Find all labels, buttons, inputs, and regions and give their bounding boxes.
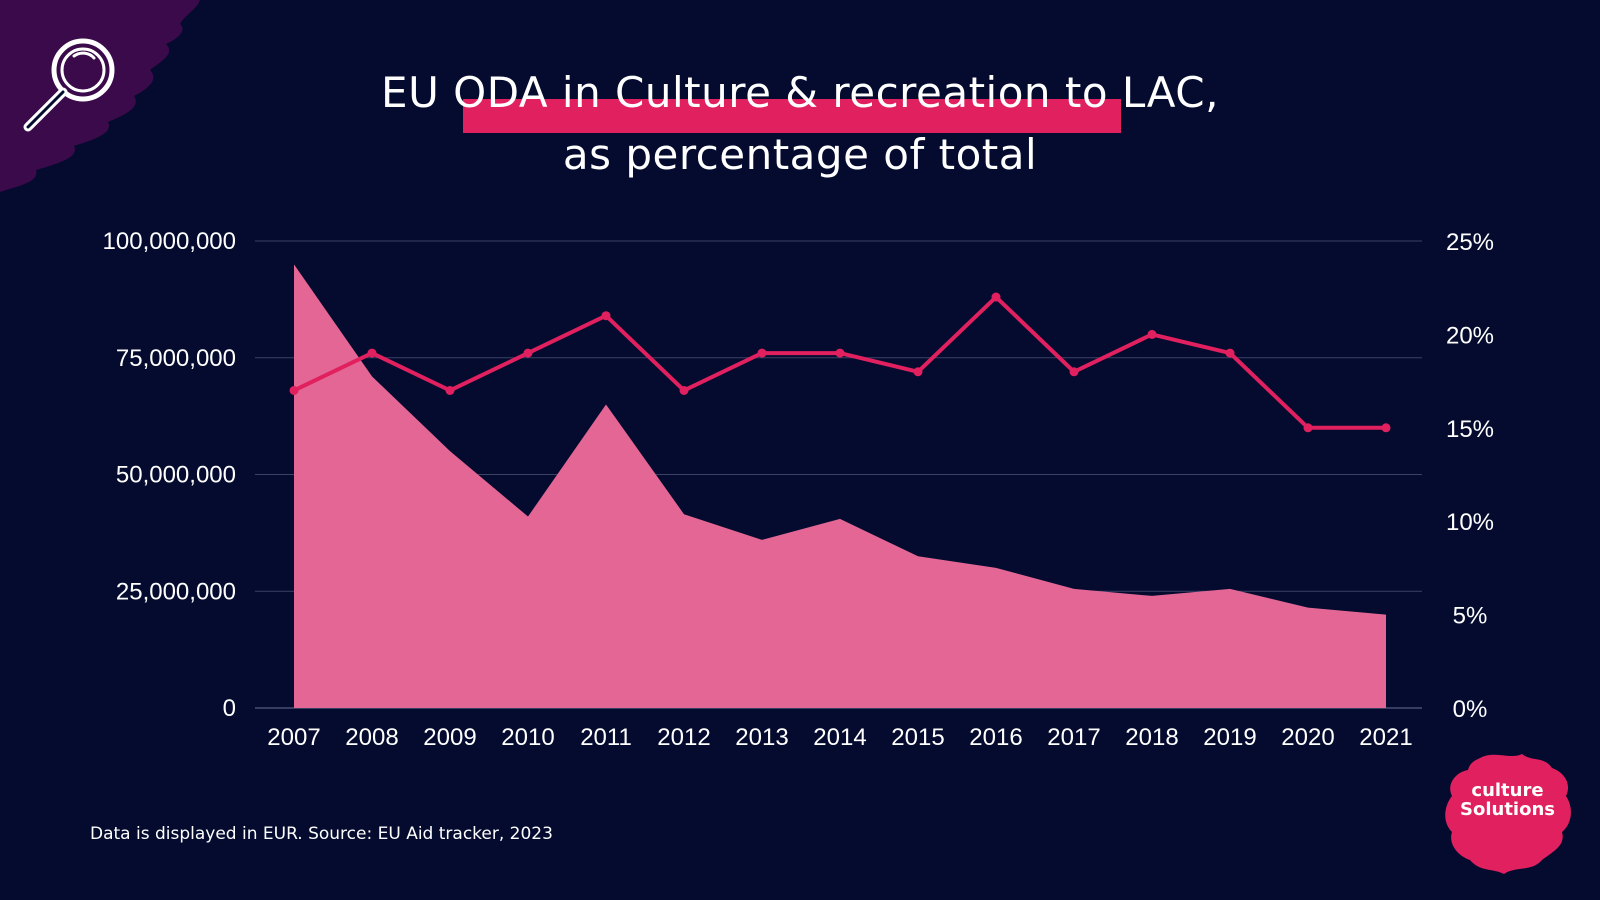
logo-text-line-1: culture	[1471, 780, 1544, 801]
line-point	[991, 292, 1001, 302]
x-axis-tick-label: 2013	[735, 724, 788, 751]
line-point	[913, 367, 923, 377]
line-point	[1069, 367, 1079, 377]
source-footnote: Data is displayed in EUR. Source: EU Aid…	[90, 824, 553, 844]
line-point	[601, 311, 611, 321]
x-axis-tick-label: 2011	[580, 724, 632, 751]
line-point	[1303, 423, 1313, 433]
line-point	[1225, 348, 1235, 358]
right-axis-tick-label: 5%	[1453, 603, 1488, 630]
area-series-fill	[294, 264, 1386, 708]
line-point	[1147, 329, 1157, 339]
x-axis-ticks: 2007 2008 2009 2010 2011 2012 2013 2014 2015 2016…	[267, 724, 1412, 751]
title-highlight-bar	[463, 99, 1121, 133]
right-axis-ticks: 0% 5% 10% 15% 20% 25%	[1446, 229, 1494, 723]
line-point	[835, 348, 845, 358]
left-axis-ticks: 0 25,000,000 50,000,000 75,000,000 100,000,0…	[103, 228, 236, 722]
chart-title-line-2: as percentage of total	[562, 130, 1038, 179]
line-points-layer	[289, 292, 1391, 433]
x-axis-tick-label: 2012	[657, 724, 710, 751]
x-axis-tick-label: 2021	[1359, 724, 1412, 751]
line-series-path	[293, 295, 1386, 430]
x-axis-tick-label: 2019	[1203, 724, 1256, 751]
line-point	[1381, 423, 1391, 433]
line-point	[757, 348, 767, 358]
right-axis-tick-label: 10%	[1446, 509, 1494, 536]
x-axis-tick-label: 2017	[1047, 724, 1100, 751]
line-point	[679, 385, 689, 395]
x-axis-tick-label: 2020	[1281, 724, 1334, 751]
x-axis-tick-label: 2014	[813, 724, 866, 751]
right-axis-tick-label: 0%	[1453, 696, 1488, 723]
chart-title: EU ODA in Culture & recreation to LAC, a…	[0, 62, 1600, 186]
left-axis-tick-label: 50,000,000	[116, 462, 236, 489]
right-axis-tick-label: 20%	[1446, 322, 1494, 349]
x-axis-tick-label: 2018	[1125, 724, 1178, 751]
right-axis-tick-label: 25%	[1446, 229, 1494, 256]
left-axis-tick-label: 100,000,000	[103, 228, 236, 255]
left-axis-tick-label: 0	[223, 695, 236, 722]
x-axis-tick-label: 2007	[267, 724, 320, 751]
left-axis-tick-label: 75,000,000	[116, 345, 236, 372]
line-point	[367, 348, 377, 358]
line-point	[289, 385, 299, 395]
x-axis-tick-label: 2015	[891, 724, 944, 751]
line-point	[523, 348, 533, 358]
chart-title-line-1: EU ODA in Culture & recreation to LAC,	[381, 68, 1219, 117]
x-axis-tick-label: 2016	[969, 724, 1022, 751]
line-series-layer	[293, 295, 1386, 430]
area-series-layer	[294, 264, 1386, 708]
right-axis-tick-label: 15%	[1446, 416, 1494, 443]
line-point	[445, 385, 455, 395]
x-axis-tick-label: 2008	[345, 724, 398, 751]
logo-text-line-2: Solutions	[1460, 799, 1555, 820]
left-axis-tick-label: 25,000,000	[116, 578, 236, 605]
x-axis-tick-label: 2010	[501, 724, 554, 751]
x-axis-tick-label: 2009	[423, 724, 476, 751]
culture-solutions-logo: culture Solutions	[1440, 748, 1575, 878]
search-icon	[18, 32, 123, 137]
